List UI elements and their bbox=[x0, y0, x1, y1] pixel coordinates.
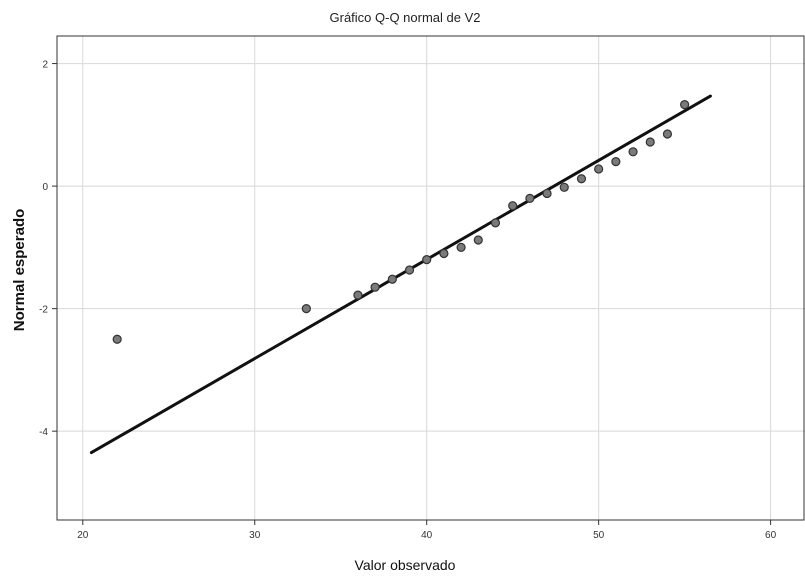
data-point bbox=[576, 174, 587, 184]
data-point bbox=[594, 164, 604, 174]
y-axis-label: Normal esperado bbox=[11, 209, 28, 332]
x-tick-label: 20 bbox=[77, 530, 89, 541]
data-point bbox=[662, 129, 673, 139]
data-point bbox=[456, 242, 466, 252]
plot-frame bbox=[56, 35, 805, 521]
chart-title: Gráfico Q-Q normal de V2 bbox=[330, 10, 481, 25]
data-point bbox=[645, 137, 655, 147]
data-point bbox=[112, 334, 122, 344]
y-tick-label: 0 bbox=[42, 182, 48, 193]
x-tick-label: 60 bbox=[765, 530, 777, 541]
y-tick-label: 2 bbox=[42, 60, 48, 71]
data-point bbox=[301, 304, 311, 314]
data-point bbox=[525, 193, 535, 203]
x-tick-label: 30 bbox=[249, 530, 261, 541]
data-point bbox=[680, 100, 690, 110]
x-tick-label: 50 bbox=[593, 530, 605, 541]
data-point bbox=[404, 265, 415, 275]
data-point bbox=[559, 182, 569, 192]
y-tick-label: -4 bbox=[39, 427, 48, 438]
x-axis-label: Valor observado bbox=[355, 557, 456, 573]
data-point bbox=[387, 274, 397, 284]
data-point bbox=[439, 248, 449, 259]
data-point bbox=[611, 156, 621, 167]
x-tick-label: 40 bbox=[421, 530, 433, 541]
y-tick-label: -2 bbox=[39, 305, 48, 316]
reference-line bbox=[89, 94, 712, 455]
data-point bbox=[370, 282, 380, 292]
data-point bbox=[490, 218, 501, 228]
data-point bbox=[353, 290, 363, 300]
grid bbox=[57, 36, 805, 520]
data-point bbox=[628, 147, 638, 157]
data-point bbox=[473, 235, 483, 245]
data-point bbox=[422, 255, 432, 265]
data-point bbox=[542, 188, 552, 199]
data-point bbox=[508, 201, 518, 211]
data-points bbox=[112, 100, 690, 344]
